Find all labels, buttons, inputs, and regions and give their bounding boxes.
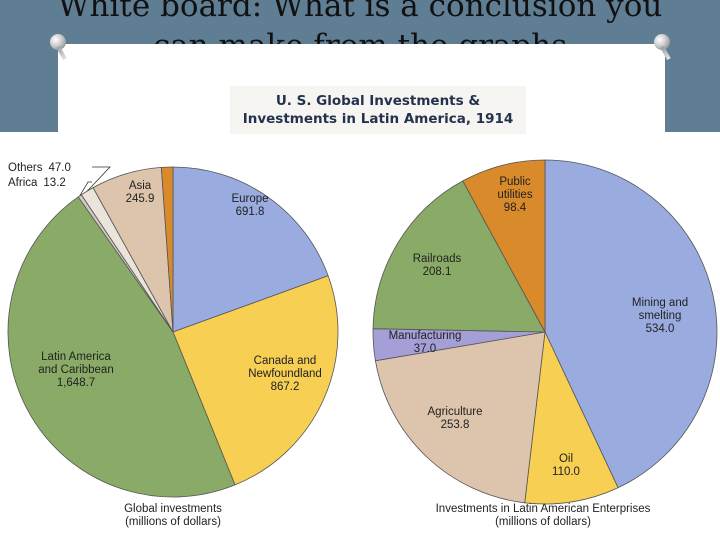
data-label-value-railroads: 208.1 xyxy=(423,266,452,278)
data-label-asia: Asia xyxy=(129,180,152,192)
pie-slice-oil xyxy=(524,330,619,505)
data-label-public-utilities: utilities xyxy=(497,189,532,201)
pushpin-icon xyxy=(50,34,66,50)
data-label-value: 47.0 xyxy=(49,162,71,174)
data-label-agriculture: Agriculture xyxy=(428,406,483,418)
data-label-value-manufacturing: 37.0 xyxy=(414,343,436,355)
pie-slice-agriculture xyxy=(374,331,546,504)
pie-slice-public-utilities xyxy=(462,159,546,333)
slide-title-line-1: White board: What is a conclusion you xyxy=(57,0,663,24)
chart-caption-units: (millions of dollars) xyxy=(125,516,221,528)
pushpin-icon xyxy=(654,34,670,50)
chart-title-line-2: Investments in Latin America, 1914 xyxy=(242,111,514,127)
data-label-oil: Oil xyxy=(559,453,573,465)
data-label-latin-america-and-caribbean: and Caribbean xyxy=(38,364,113,376)
data-label-value-canada-and-newfoundland: 867.2 xyxy=(271,381,300,393)
data-label-mining-and-smelting: smelting xyxy=(639,310,682,322)
data-label-name: Others xyxy=(8,162,43,174)
data-label-value-mining-and-smelting: 534.0 xyxy=(646,323,675,335)
leader-line-others xyxy=(86,166,111,192)
data-label-canada-and-newfoundland: Newfoundland xyxy=(248,368,322,380)
data-label-canada-and-newfoundland: Canada and xyxy=(254,355,317,367)
pie-slice-latin-america-and-caribbean xyxy=(7,196,236,498)
data-label-manufacturing: Manufacturing xyxy=(389,330,462,342)
data-label-railroads: Railroads xyxy=(413,253,462,265)
pie-slice-mining-and-smelting xyxy=(544,159,718,489)
chart-caption-units: (millions of dollars) xyxy=(495,516,591,528)
chart-title-line-1: U. S. Global Investments & xyxy=(275,93,481,109)
data-label-value-asia: 245.9 xyxy=(126,193,155,205)
data-label-public-utilities: Public xyxy=(499,176,531,188)
pie-slice-other-slice xyxy=(160,166,174,333)
data-label-africa: Africa 13.2 xyxy=(8,177,66,189)
charts-area: Europe 691.8 Canada and Newfoundland 867.2 La… xyxy=(0,132,720,540)
data-label-value-oil: 110.0 xyxy=(552,466,580,478)
chart-caption: Global investments xyxy=(124,503,222,515)
data-label-value-agriculture: 253.8 xyxy=(441,419,470,431)
data-label-value-public-utilities: 98.4 xyxy=(504,202,527,214)
pie-slice-railroads xyxy=(372,180,546,333)
leader-line-africa xyxy=(79,181,92,197)
data-label-value-europe: 691.8 xyxy=(236,206,265,218)
pie-slice-europe xyxy=(172,166,329,333)
chart-caption: Investments in Latin American Enterprise… xyxy=(436,503,651,515)
data-label-value: 13.2 xyxy=(43,177,65,189)
data-label-europe: Europe xyxy=(231,193,268,205)
data-label-others: Others 47.0 xyxy=(8,162,71,174)
data-label-latin-america-and-caribbean: Latin America xyxy=(41,351,111,363)
data-label-value-latin-america-and-caribbean: 1,648.7 xyxy=(57,377,95,389)
chart-title: U. S. Global Investments & Investments i… xyxy=(230,86,526,134)
data-label-name: Africa xyxy=(8,177,38,189)
data-label-mining-and-smelting: Mining and xyxy=(632,297,688,309)
